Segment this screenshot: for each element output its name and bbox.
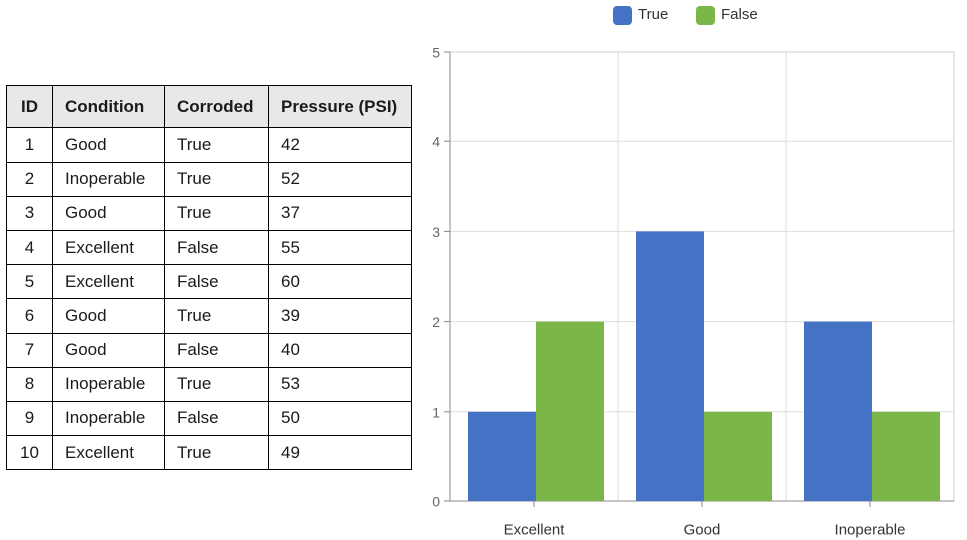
- svg-text:2: 2: [432, 314, 440, 330]
- svg-text:1: 1: [432, 404, 440, 420]
- svg-text:5: 5: [432, 45, 440, 61]
- svg-text:4: 4: [432, 134, 440, 150]
- svg-text:3: 3: [432, 224, 440, 240]
- svg-text:Good: Good: [684, 522, 721, 539]
- svg-text:Excellent: Excellent: [504, 522, 566, 539]
- svg-text:Inoperable: Inoperable: [835, 522, 906, 539]
- svg-text:0: 0: [432, 494, 440, 510]
